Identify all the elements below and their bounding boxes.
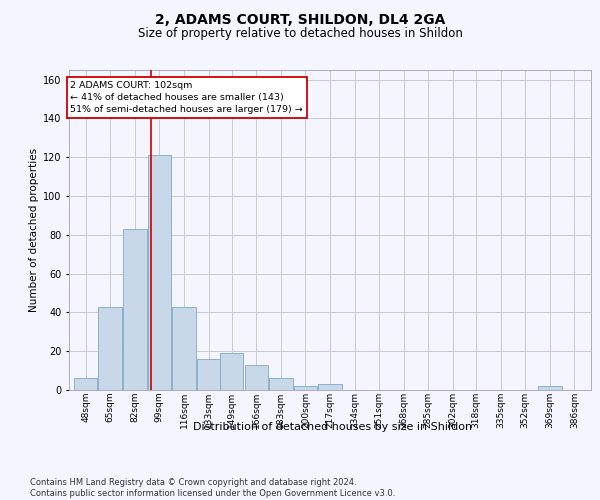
Bar xyxy=(148,156,171,390)
Bar xyxy=(245,365,268,390)
Bar xyxy=(74,378,97,390)
Text: 2 ADAMS COURT: 102sqm
← 41% of detached houses are smaller (143)
51% of semi-det: 2 ADAMS COURT: 102sqm ← 41% of detached … xyxy=(70,81,303,114)
Text: 2, ADAMS COURT, SHILDON, DL4 2GA: 2, ADAMS COURT, SHILDON, DL4 2GA xyxy=(155,12,445,26)
Bar xyxy=(318,384,342,390)
Text: Size of property relative to detached houses in Shildon: Size of property relative to detached ho… xyxy=(137,28,463,40)
Bar xyxy=(123,229,146,390)
Bar xyxy=(98,306,122,390)
Bar xyxy=(538,386,562,390)
Bar xyxy=(197,359,220,390)
Y-axis label: Number of detached properties: Number of detached properties xyxy=(29,148,38,312)
Bar xyxy=(269,378,293,390)
Text: Distribution of detached houses by size in Shildon: Distribution of detached houses by size … xyxy=(193,422,473,432)
Bar xyxy=(220,353,244,390)
Text: Contains HM Land Registry data © Crown copyright and database right 2024.
Contai: Contains HM Land Registry data © Crown c… xyxy=(30,478,395,498)
Bar xyxy=(294,386,317,390)
Bar xyxy=(172,306,196,390)
